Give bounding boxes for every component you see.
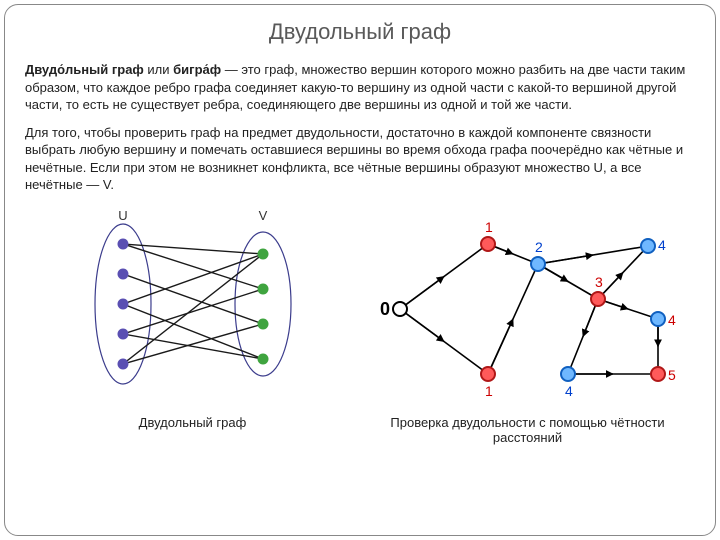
svg-text:3: 3	[595, 274, 603, 290]
svg-text:1: 1	[485, 383, 493, 399]
svg-text:V: V	[258, 208, 267, 223]
svg-text:2: 2	[535, 239, 543, 255]
svg-text:0: 0	[380, 299, 390, 319]
svg-text:4: 4	[565, 383, 573, 399]
svg-text:4: 4	[658, 237, 666, 253]
bfs-parity-svg: 0 1 1 2 3 4 4 4 5	[368, 204, 688, 409]
bipartite-graph-svg: UV	[63, 204, 323, 409]
paragraph-1: Двудо́льный граф или бигра́ф — это граф,…	[25, 61, 695, 114]
slide-frame: Двудольный граф Двудо́льный граф или биг…	[4, 4, 716, 536]
right-diagram-col: 0 1 1 2 3 4 4 4 5 Проверка двудольности с помощь…	[360, 204, 695, 445]
svg-text:4: 4	[668, 312, 676, 328]
caption-left: Двудольный граф	[139, 415, 247, 430]
svg-text:1: 1	[485, 219, 493, 235]
left-diagram-col: UV Двудольный граф	[25, 204, 360, 445]
diagrams-row: UV Двудольный граф 011234445 Проверка дв…	[25, 204, 695, 445]
svg-text:5: 5	[668, 367, 676, 383]
term-bigraph: бигра́ф	[173, 62, 221, 77]
paragraph-2: Для того, чтобы проверить граф на предме…	[25, 124, 695, 194]
svg-text:U: U	[118, 208, 127, 223]
caption-right: Проверка двудольности с помощью чётности…	[360, 415, 695, 445]
term-bipartite: Двудо́льный граф	[25, 62, 144, 77]
slide-title: Двудольный граф	[25, 19, 695, 45]
